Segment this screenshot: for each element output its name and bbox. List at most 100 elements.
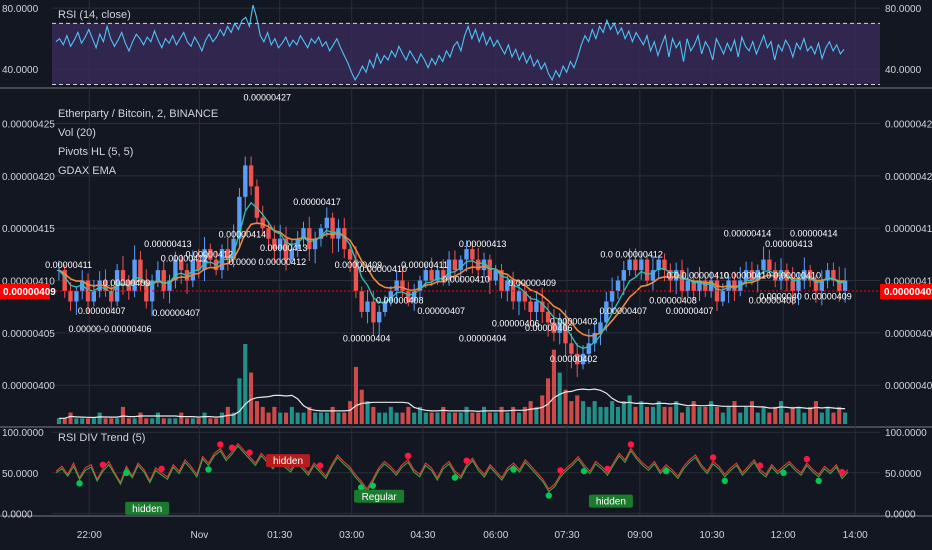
bullish-marker — [545, 492, 552, 499]
candle-body — [237, 196, 242, 239]
volume-bar — [68, 412, 73, 424]
pivot-label: 0.00000410 — [724, 270, 772, 280]
candle-body — [173, 259, 178, 281]
volume-bar — [74, 418, 79, 424]
candle-body — [790, 280, 795, 291]
volume-bar — [249, 372, 254, 424]
volume-bar — [720, 412, 725, 424]
volume-bar — [470, 412, 475, 424]
y-tick-label-right: 0.00000405 — [885, 329, 932, 340]
candle-body — [359, 291, 364, 312]
candle-body — [592, 332, 597, 344]
volume-bar — [377, 412, 382, 424]
bullish-marker — [580, 467, 588, 475]
candle-body — [423, 270, 428, 281]
pivot-label: 0.00000413 — [260, 243, 308, 253]
pivot-label: 0.00000403 — [550, 317, 598, 327]
pivot-label: 0.00000407 — [417, 306, 465, 316]
volume-bar — [429, 412, 434, 424]
x-tick-label: 03:00 — [339, 530, 364, 541]
candle-body — [819, 280, 824, 291]
volume-bar — [621, 401, 626, 424]
volume-bar — [254, 401, 259, 424]
volume-bar — [499, 406, 504, 424]
candle-body — [505, 280, 510, 291]
volume-bar — [476, 412, 481, 424]
candle-body — [301, 228, 306, 239]
volume-bar — [243, 344, 248, 424]
divergence-badge-label: Regular — [362, 492, 398, 503]
volume-bar — [447, 412, 452, 424]
candle-body — [208, 249, 213, 260]
candle-body — [91, 291, 96, 302]
candle-body — [516, 291, 522, 302]
volume-bar — [761, 406, 766, 424]
candle-body — [499, 270, 504, 291]
y-tick-label-right: 80.0000 — [885, 4, 922, 15]
y-tick-label-left: 0.00000400 — [2, 381, 55, 392]
candle-body — [342, 228, 347, 250]
volume-bar — [62, 418, 67, 424]
candle-body — [202, 249, 207, 270]
volume-bar — [400, 412, 405, 424]
volume-bar — [406, 406, 411, 424]
candle-body — [633, 259, 638, 271]
time-axis[interactable]: 22:00 Nov 01:30 03:00 04:30 06:00 07:30 09:00 10… — [77, 530, 868, 541]
rsi-div-panel: hidden hidden Regular hidden RSI DIV Trend … — [55, 432, 849, 515]
bearish-marker — [709, 454, 717, 461]
volume-bar — [662, 406, 667, 424]
pivot-labels: 0.00000411 0.00000407 0.00000409 0.00000413… — [45, 93, 852, 365]
candle-body — [225, 249, 230, 260]
y-tick-label-left: 50.0000 — [2, 469, 39, 480]
candle-body — [743, 270, 749, 281]
volume-bar — [825, 406, 830, 424]
candle-body — [295, 238, 300, 250]
volume-bar — [394, 412, 399, 424]
candle-body — [161, 270, 166, 291]
volume-bar — [97, 412, 102, 424]
pivot-label: 0.00000414 — [219, 230, 267, 240]
volume-bar — [359, 389, 364, 424]
x-tick-label: Nov — [191, 530, 209, 541]
pivot-label: 0.00000414 — [724, 229, 772, 239]
volume-bar — [685, 406, 690, 424]
volume-bar — [592, 401, 597, 424]
right-price-axis[interactable]: 40.0000 80.0000 0.00000400 0.00000405 0.0000… — [885, 4, 932, 520]
pivot-label: 0.00000407 — [666, 306, 714, 316]
candle-body — [580, 353, 586, 365]
candle-body — [120, 270, 126, 281]
volume-bar — [680, 412, 685, 424]
candle-body — [74, 291, 79, 302]
x-tick-label: 06:00 — [483, 530, 508, 541]
candle-body — [289, 249, 294, 260]
volume-bar — [581, 401, 586, 424]
volume-bar — [755, 412, 760, 424]
candle-body — [62, 270, 67, 291]
y-tick-label-left: 80.0000 — [2, 4, 39, 15]
volume-bar — [179, 412, 184, 424]
bullish-marker — [205, 466, 212, 473]
bullish-marker — [721, 477, 728, 485]
left-price-axis[interactable]: 40.0000 80.0000 0.00000400 0.00000405 0.0000… — [2, 4, 55, 520]
volume-bar — [784, 412, 789, 424]
divergence-badge — [266, 454, 310, 468]
volume-bar — [697, 406, 702, 424]
current-price-label-right: 0.00000409 — [884, 287, 932, 298]
volume-bar — [540, 395, 545, 424]
candle-body — [446, 259, 452, 281]
pivot-label: 0.00000408 — [649, 296, 697, 306]
volume-bar — [336, 412, 341, 424]
candle-body — [429, 270, 434, 281]
volume-bar — [289, 406, 294, 424]
volume-bar — [295, 412, 300, 424]
candle-body — [598, 322, 603, 333]
volume-bar — [301, 412, 306, 424]
volume-bar — [155, 412, 160, 424]
bullish-marker — [357, 484, 365, 491]
x-tick-label: 04:30 — [410, 530, 435, 541]
pivot-label: 0.00000408 — [749, 296, 797, 306]
candle-body — [179, 259, 184, 271]
pivot-label: 0.00000-0.00000406 — [68, 324, 151, 334]
